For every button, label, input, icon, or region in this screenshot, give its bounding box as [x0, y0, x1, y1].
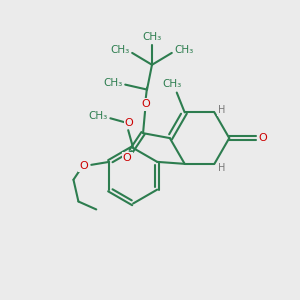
Text: CH₃: CH₃ [111, 45, 130, 55]
Text: CH₃: CH₃ [89, 111, 108, 121]
Text: O: O [79, 161, 88, 171]
Text: CH₃: CH₃ [174, 45, 193, 55]
Text: H: H [218, 163, 225, 173]
Text: O: O [123, 153, 132, 163]
Text: CH₃: CH₃ [142, 32, 162, 42]
Text: H: H [218, 105, 225, 116]
Text: CH₃: CH₃ [162, 79, 182, 88]
Text: O: O [142, 99, 150, 110]
Text: CH₃: CH₃ [104, 78, 123, 88]
Text: O: O [259, 133, 267, 143]
Text: O: O [125, 118, 134, 128]
